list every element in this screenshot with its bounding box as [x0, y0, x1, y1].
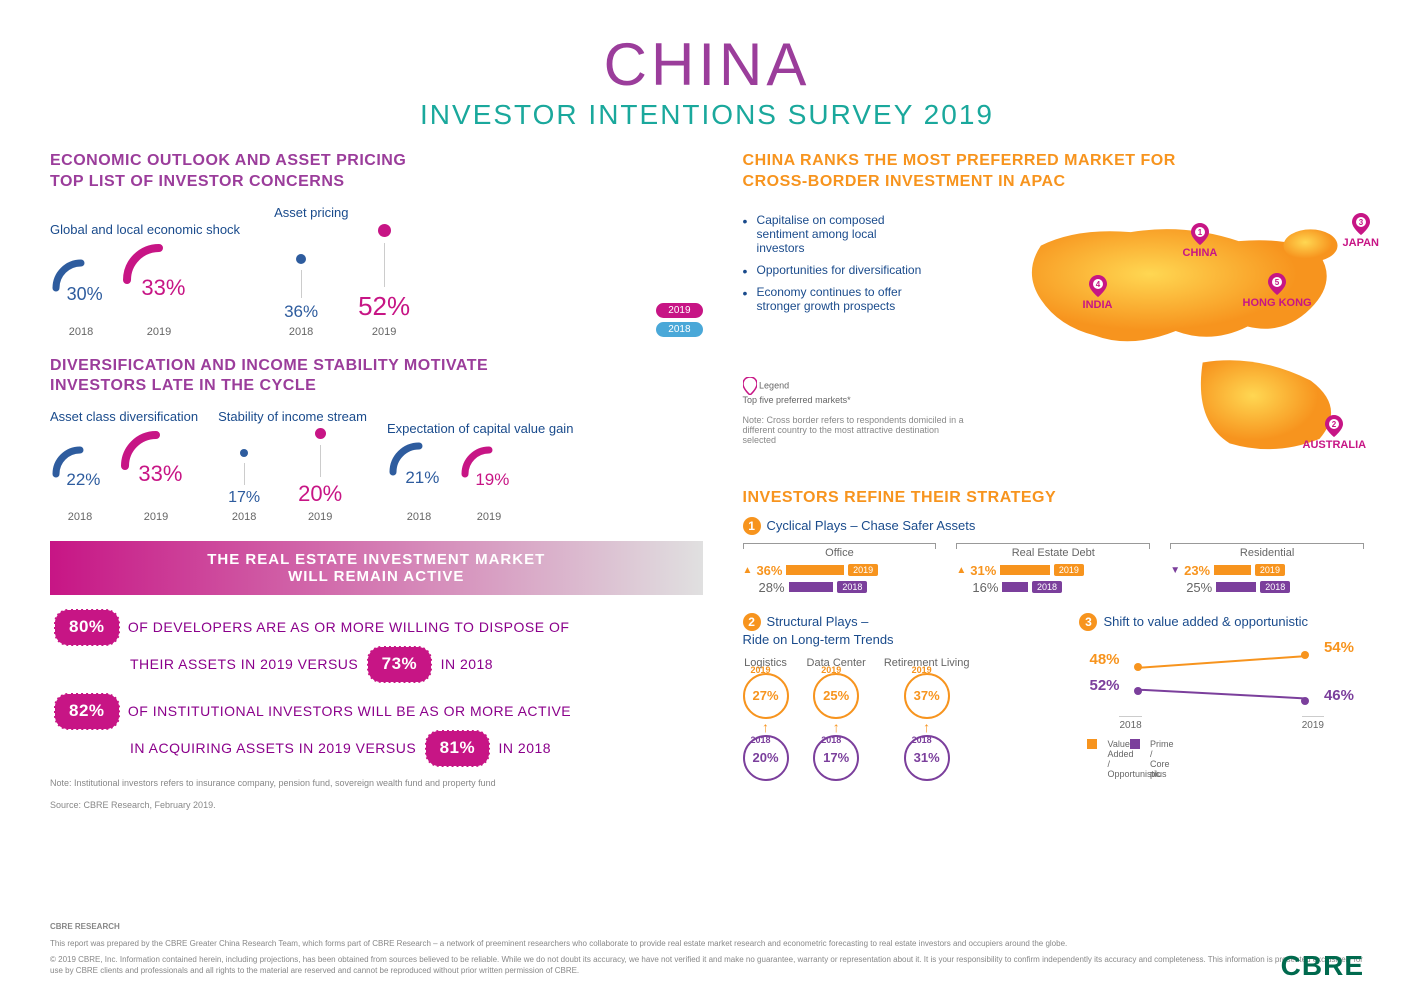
gauge-shock-2018: 30%: [50, 257, 112, 319]
shift-legend: Value-Added / Opportunistic Prime / Core…: [1079, 739, 1364, 750]
map-marker-india: 4INDIA: [1083, 275, 1113, 311]
title-main: CHINA: [50, 30, 1364, 99]
footer: CBRE RESEARCH This report was prepared b…: [50, 922, 1364, 982]
legend-2019: 2019: [656, 303, 702, 318]
strategy-1: 1Cyclical Plays – Chase Safer Assets Off…: [743, 517, 1364, 597]
note-1: Note: Institutional investors refers to …: [50, 777, 703, 790]
svg-text:3: 3: [1359, 218, 1364, 227]
svg-text:2: 2: [1332, 420, 1337, 429]
map: 1CHINA2AUSTRALIA3JAPAN4INDIA5HONG KONG L…: [933, 205, 1364, 475]
strategy-heading: INVESTORS REFINE THEIR STRATEGY: [743, 489, 1364, 507]
sec1-heading: ECONOMIC OUTLOOK AND ASSET PRICING TOP L…: [50, 151, 703, 193]
stat-1: 80% OF DEVELOPERS ARE AS OR MORE WILLING…: [50, 609, 703, 683]
banner: THE REAL ESTATE INVESTMENT MARKET WILL R…: [50, 541, 703, 595]
gauge-cap-2018: 21%: [387, 440, 451, 504]
right-column: CHINA RANKS THE MOST PREFERRED MARKET FO…: [743, 151, 1364, 812]
circle-retirement-living: Retirement Living37%2019↑31%2018: [884, 657, 970, 783]
bar-group-office: Office▲36%201928%2018: [743, 543, 937, 597]
sec2-heading: DIVERSIFICATION AND INCOME STABILITY MOT…: [50, 356, 703, 398]
map-marker-japan: 3JAPAN: [1343, 213, 1379, 249]
svg-text:4: 4: [1095, 280, 1100, 289]
map-marker-australia: 2AUSTRALIA: [1303, 415, 1367, 451]
circle-data-center: Data Center25%2019↑17%2018: [807, 657, 866, 783]
circle-logistics: Logistics27%2019↑20%2018: [743, 657, 789, 783]
gauge-div-2018: 22%: [50, 444, 110, 504]
title-sub: INVESTOR INTENTIONS SURVEY 2019: [50, 99, 1364, 131]
sec1-g2-label: Asset pricing: [274, 205, 420, 220]
note-2: Source: CBRE Research, February 2019.: [50, 799, 703, 812]
svg-text:5: 5: [1275, 278, 1280, 287]
map-legend: Legend Top five preferred markets* Note:…: [743, 377, 973, 445]
dot-asset-2019: 52% 2019: [348, 224, 420, 338]
right-heading: CHINA RANKS THE MOST PREFERRED MARKET FO…: [743, 151, 1364, 193]
gauge-div-2019: 33%: [118, 428, 194, 504]
gauge-shock-2019: 33%: [120, 241, 198, 319]
strategy-2: 2Structural Plays – Ride on Long-term Tr…: [743, 613, 1056, 783]
shift-chart: 48% 54% 52% 46% 2018 2019: [1079, 639, 1364, 739]
map-shape: [933, 205, 1364, 475]
bar-group-real-estate-debt: Real Estate Debt▲31%201916%2018: [956, 543, 1150, 597]
dot-stab-2019: 20%2019: [288, 428, 352, 523]
map-marker-china: 1CHINA: [1183, 223, 1218, 259]
bar-group-residential: Residential▼23%201925%2018: [1170, 543, 1364, 597]
map-marker-hong kong: 5HONG KONG: [1243, 273, 1312, 309]
dot-asset-2018: 36% 2018: [274, 254, 328, 338]
gauge-cap-2019: 19%: [459, 444, 519, 504]
strategy-3: 3Shift to value added & opportunistic 48…: [1079, 613, 1364, 783]
sec1-g1-label: Global and local economic shock: [50, 222, 240, 237]
dot-stab-2018: 17%2018: [218, 449, 270, 523]
left-column: ECONOMIC OUTLOOK AND ASSET PRICING TOP L…: [50, 151, 703, 812]
legend-2018: 2018: [656, 322, 702, 337]
cbre-logo: CBRE: [1281, 950, 1364, 982]
svg-text:1: 1: [1198, 228, 1203, 237]
title-block: CHINA INVESTOR INTENTIONS SURVEY 2019: [50, 30, 1364, 131]
stat-2: 82% OF INSTITUTIONAL INVESTORS WILL BE A…: [50, 693, 703, 767]
